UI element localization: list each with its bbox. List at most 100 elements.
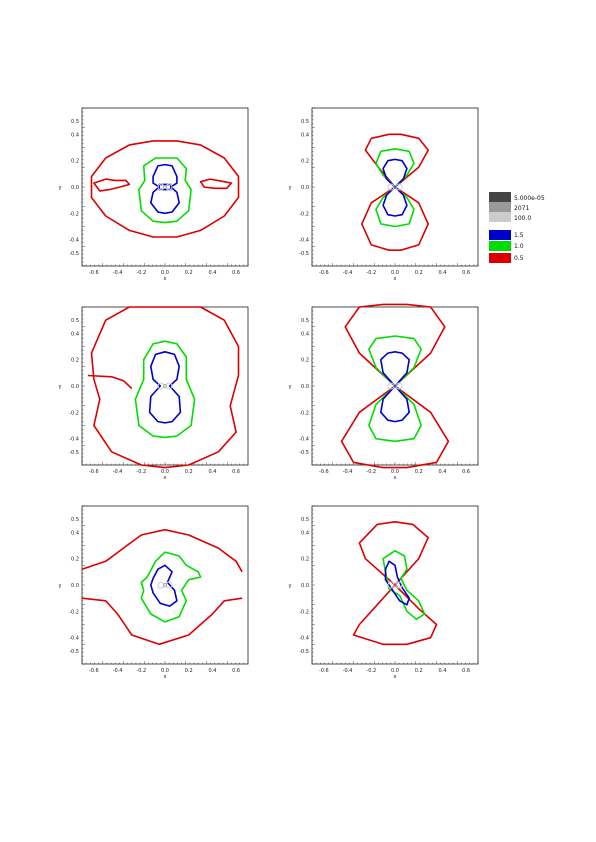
y-tick-label: -0.5 [69,450,79,456]
x-tick-label: 0.2 [185,668,193,674]
y-tick-label: -0.5 [299,649,309,655]
y-tick-label: -0.4 [299,636,309,642]
core-contour [393,185,397,189]
x-tick-label: -0.6 [89,270,99,276]
contour-panel-2: -0.6 -0.4 -0.2 0.0 0.2 0.4 0.6 0.5 0.4 0.2 0.0 -0.2… [289,107,479,282]
x-tick-label: -0.4 [343,668,353,674]
y-tick-label: -0.4 [299,437,309,443]
contour-line-1_5 [148,351,182,424]
x-tick-label: -0.4 [113,469,123,475]
core-contour [387,183,395,191]
y-tick-label: 0.5 [71,119,79,125]
y-tick-label: 0.2 [301,557,309,563]
x-tick-label: 0.4 [438,469,446,475]
plot-frame [81,107,249,267]
core-contour [395,183,403,191]
legend-label-5: 1.0 [514,243,524,250]
contour-line-0_5 [199,178,233,190]
legend-label-3: 100.0 [514,215,531,222]
y-tick-label: 0.4 [301,530,309,536]
y-tick-label: 0.0 [71,583,79,589]
legend-label-2: 2071 [514,205,529,212]
legend-swatch-2 [489,202,511,212]
y-tick-label: -0.2 [69,211,79,217]
y-tick-label: 0.2 [301,159,309,165]
x-tick-label: 0.0 [391,270,399,276]
core-contour [165,183,173,191]
contour-line-0_5 [93,178,131,192]
contour-panel-6: -0.6 -0.4 -0.2 0.0 0.2 0.4 0.6 0.5 0.4 0.2 0.0 -0.2… [289,505,479,680]
x-tick-label: 0.0 [161,668,169,674]
legend-swatch-5 [489,241,511,251]
x-axis-label: x [394,276,397,282]
core-contour [393,384,397,388]
legend-swatch-1 [489,192,511,202]
x-tick-label: 0.0 [161,270,169,276]
contour-panel-1: -0.6 -0.4 -0.2 0.0 0.2 0.4 0.6 0.5 0.4 0.2 0.0 -0.2… [59,107,249,282]
x-tick-label: 0.6 [232,270,240,276]
legend-swatch-3 [489,212,511,222]
plot-frame [81,306,249,466]
contour-panel-4: -0.6 -0.4 -0.2 0.0 0.2 0.4 0.6 0.5 0.4 0.2 0.0 -0.2… [289,303,479,481]
y-tick-label: 0.4 [71,331,79,337]
x-tick-label: 0.0 [391,668,399,674]
y-axis-label: y [59,384,62,390]
x-tick-label: 0.0 [391,469,399,475]
panel-grid: -0.6 -0.4 -0.2 0.0 0.2 0.4 0.6 0.5 0.4 0.2 0.0 -0.2… [59,107,479,680]
x-axis-label: x [164,674,167,680]
x-tick-label: 0.2 [415,469,423,475]
contour-line-0_5 [87,374,133,390]
y-tick-label: -0.4 [69,636,79,642]
x-tick-label: -0.4 [113,668,123,674]
contour-line-0_5 [90,140,240,238]
y-tick-label: 0.0 [301,185,309,191]
legend-label-6: 0.5 [514,255,524,262]
x-tick-label: -0.6 [89,668,99,674]
y-tick-label: -0.2 [299,410,309,416]
y-tick-label: 0.5 [71,517,79,523]
contour-panel-3: -0.6 -0.4 -0.2 0.0 0.2 0.4 0.6 0.5 0.4 0.2 0.0 -0.2… [59,306,249,481]
contour-line-1_0 [140,551,202,623]
y-tick-label: 0.0 [71,384,79,390]
legend-label-4: 1.5 [514,232,524,239]
x-tick-label: -0.6 [319,668,329,674]
y-tick-label: 0.0 [71,185,79,191]
core-contour [393,583,397,587]
contour-line-1_0 [382,550,426,620]
y-tick-label: 0.5 [301,318,309,324]
y-tick-label: -0.2 [69,609,79,615]
contour-line-0_5 [81,597,243,646]
x-tick-label: -0.2 [136,270,146,276]
core-contour [165,382,173,390]
contour-line-0_5 [81,528,243,573]
x-tick-label: 0.2 [185,469,193,475]
core-contour [163,185,167,189]
x-tick-label: -0.4 [113,270,123,276]
y-axis-label: y [289,384,292,390]
y-tick-label: 0.5 [71,318,79,324]
contour-line-1_5 [380,351,410,423]
core-contour [387,382,395,390]
core-contour [387,581,395,589]
y-tick-label: -0.5 [299,450,309,456]
x-tick-label: -0.6 [319,469,329,475]
core-contour [157,581,165,589]
x-tick-label: 0.0 [161,469,169,475]
x-tick-label: -0.4 [343,270,353,276]
x-axis-label: x [164,276,167,282]
colorbar-legend: 5.000e-05 2071 100.0 1.5 1.0 0.5 [489,192,545,263]
x-tick-label: -0.4 [343,469,353,475]
contour-line-1_5 [150,163,180,215]
contour-line-0_5 [352,521,438,646]
x-tick-label: -0.6 [89,469,99,475]
y-tick-label: -0.4 [299,238,309,244]
x-tick-label: 0.2 [185,270,193,276]
legend-label-1: 5.000e-05 [514,195,545,202]
y-axis-label: y [59,583,62,589]
y-tick-label: -0.5 [69,251,79,257]
y-tick-label: -0.5 [69,649,79,655]
y-tick-label: 0.5 [301,517,309,523]
core-contour [395,382,403,390]
y-tick-label: 0.0 [301,583,309,589]
y-tick-label: -0.5 [299,251,309,257]
